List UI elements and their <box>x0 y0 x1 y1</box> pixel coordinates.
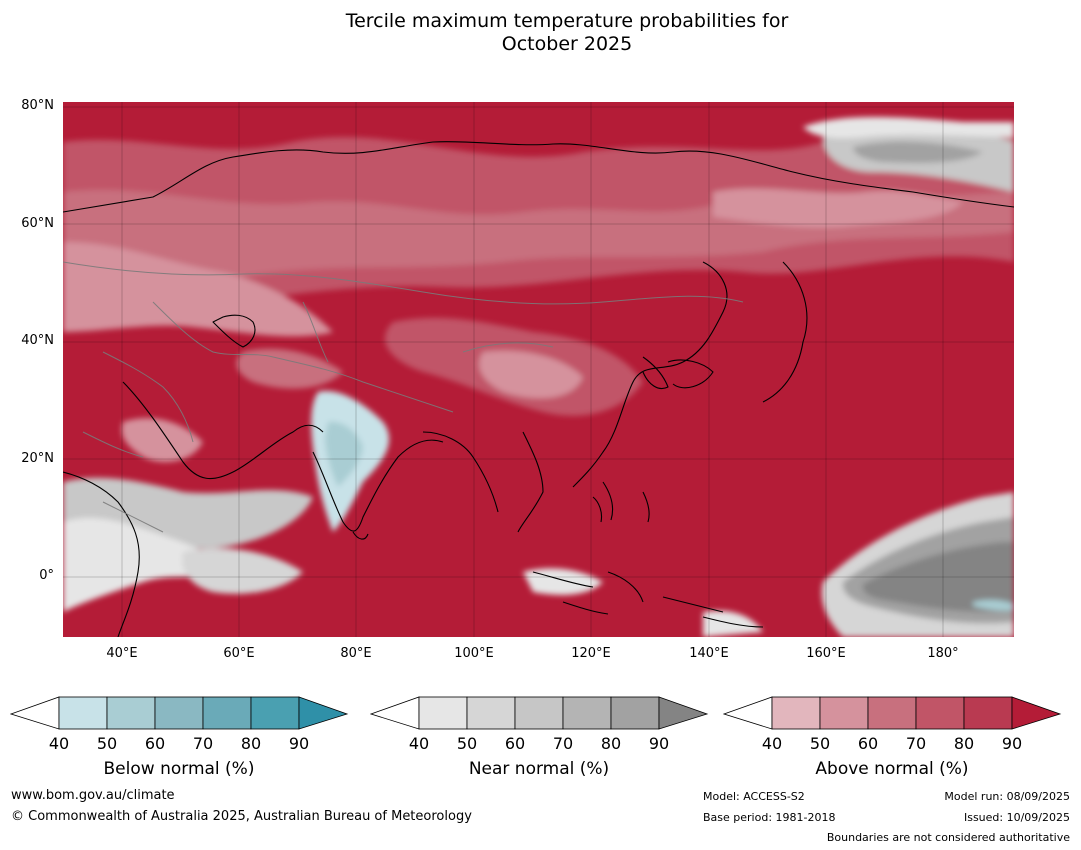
lon-label-40e: 40°E <box>106 646 138 661</box>
lon-label-60e: 60°E <box>223 646 255 661</box>
colorbar-above-normal-swatches <box>722 696 1062 730</box>
tick-label: 50 <box>809 734 831 753</box>
map-canvas <box>63 102 1014 637</box>
tick-label: 40 <box>408 734 430 753</box>
tick-label: 80 <box>600 734 622 753</box>
tick-label: 50 <box>96 734 118 753</box>
lat-label-40n: 40°N <box>21 333 54 348</box>
tick-label: 90 <box>648 734 670 753</box>
lat-label-60n: 60°N <box>21 216 54 231</box>
colorbar-title: Above normal (%) <box>815 759 969 779</box>
tick-label: 60 <box>144 734 166 753</box>
model-text: Model: ACCESS-S2 <box>703 790 805 803</box>
lon-label-100e: 100°E <box>454 646 494 661</box>
map-title: Tercile maximum temperature probabilitie… <box>0 10 1081 56</box>
colorbar-above-normal: 40 50 60 70 80 90 Above normal (%) <box>722 696 1063 779</box>
tick-label: 70 <box>192 734 214 753</box>
disclaimer-text: Boundaries are not considered authoritat… <box>826 831 1070 844</box>
website-link[interactable]: www.bom.gov.au/climate <box>11 788 175 803</box>
tick-label: 50 <box>456 734 478 753</box>
base-period-text: Base period: 1981-2018 <box>703 811 836 824</box>
lon-label-180: 180° <box>927 646 959 661</box>
lon-label-120e: 120°E <box>571 646 611 661</box>
map-title-line2: October 2025 <box>501 33 633 55</box>
tick-label: 70 <box>905 734 927 753</box>
tick-label: 60 <box>857 734 879 753</box>
colorbar-title: Near normal (%) <box>468 759 610 779</box>
lat-label-20n: 20°N <box>21 451 54 466</box>
colorbar-title: Below normal (%) <box>103 759 255 779</box>
map-title-line1: Tercile maximum temperature probabilitie… <box>345 10 789 32</box>
copyright-text: © Commonwealth of Australia 2025, Austra… <box>11 809 472 824</box>
tick-label: 90 <box>288 734 310 753</box>
lat-label-0: 0° <box>39 568 54 583</box>
colorbar-near-normal: 40 50 60 70 80 90 Near normal (%) <box>369 696 710 779</box>
forecast-map <box>63 102 1014 637</box>
colorbar-below-normal-swatches <box>9 696 349 730</box>
tick-label: 40 <box>761 734 783 753</box>
tick-label: 80 <box>953 734 975 753</box>
colorbar-below-normal: 40 50 60 70 80 90 Below normal (%) <box>9 696 350 779</box>
tick-label: 80 <box>240 734 262 753</box>
tick-label: 70 <box>552 734 574 753</box>
lat-label-80n: 80°N <box>21 98 54 113</box>
lon-label-160e: 160°E <box>806 646 846 661</box>
issued-text: Issued: 10/09/2025 <box>963 811 1070 824</box>
tick-label: 60 <box>504 734 526 753</box>
tick-label: 40 <box>48 734 70 753</box>
colorbar-near-normal-swatches <box>369 696 709 730</box>
lon-label-140e: 140°E <box>689 646 729 661</box>
tick-label: 90 <box>1001 734 1023 753</box>
model-run-text: Model run: 08/09/2025 <box>944 790 1070 803</box>
lon-label-80e: 80°E <box>340 646 372 661</box>
